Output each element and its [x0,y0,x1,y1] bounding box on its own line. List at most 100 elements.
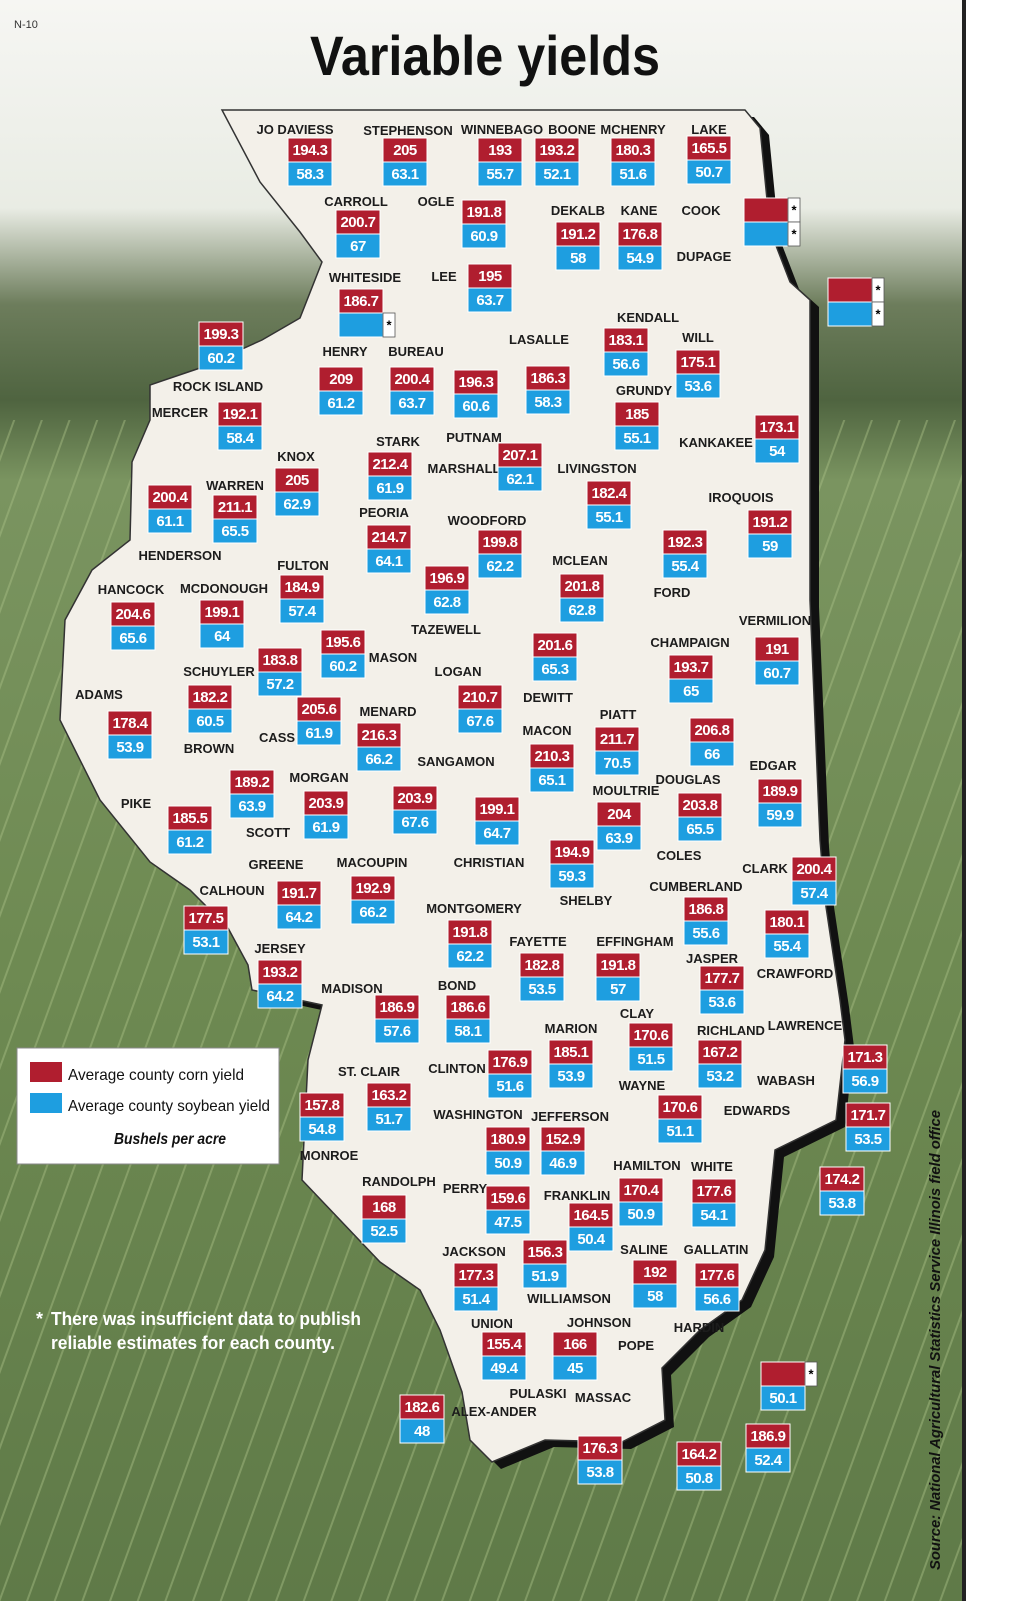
soybean-cell [691,1202,737,1228]
soybean-value: 51.4 [462,1291,490,1308]
corn-cell [447,919,493,945]
county-name: LOGAN [435,664,482,679]
soybean-cell [257,671,303,697]
corn-value: 177.5 [188,910,223,927]
county-name: WABASH [757,1073,815,1088]
corn-value: 177.6 [696,1183,731,1200]
soybean-cell [760,1385,806,1411]
soybean-cell [399,1418,445,1444]
corn-value: 174.2 [824,1171,859,1188]
county-name: KENDALL [617,310,679,325]
corn-cell [487,1049,533,1075]
soybean-value: 60.2 [207,350,234,367]
soybean-cell [595,976,641,1002]
soybean-value: 50.9 [627,1206,654,1223]
county-name: GREENE [249,857,304,872]
soybean-value: 56.9 [851,1073,878,1090]
soybean-cell [477,161,523,187]
corn-cell [760,1361,806,1387]
county-name: JEFFERSON [531,1109,609,1124]
corn-value: 205 [393,142,417,159]
soybean-value: 53.8 [586,1464,613,1481]
county-name: ST. CLAIR [338,1064,401,1079]
county-name: GALLATIN [684,1242,749,1257]
soybean-cell [167,829,213,855]
soybean-cell [603,351,649,377]
soybean-cell [299,1116,345,1142]
corn-cell [532,632,578,658]
county-name: MASON [369,650,417,665]
county-name: MASSAC [575,1390,632,1405]
soybean-cell [754,660,800,686]
soybean-value: 57.4 [800,885,828,902]
soybean-cell [279,598,325,624]
soybean-value: 64.2 [266,988,293,1005]
county-name: HANCOCK [98,582,165,597]
corn-value: 175.1 [680,354,715,371]
soybean-cell [107,734,153,760]
county-name: MACOUPIN [337,855,408,870]
corn-cell [586,480,632,506]
soybean-cell [577,1459,623,1485]
corn-value: 186.9 [750,1428,785,1445]
corn-cell [199,599,245,625]
soybean-cell [356,746,402,772]
corn-value: 185.5 [172,810,207,827]
corn-cell [107,710,153,736]
corn-value: 176.3 [582,1440,617,1457]
soybean-cell [540,1150,586,1176]
soybean-cell [276,904,322,930]
county-name: CRAWFORD [757,966,834,981]
soybean-value: 61.2 [176,834,203,851]
county-name: SALINE [620,1242,668,1257]
corn-value: 182.8 [524,957,559,974]
soybean-cell [668,678,714,704]
soybean-cell [618,1201,664,1227]
corn-value: 171.3 [847,1049,882,1066]
corn-value: 210.3 [534,748,569,765]
soybean-value: 55.4 [671,558,699,575]
corn-value: 191.8 [600,957,635,974]
soybean-value: 58.1 [454,1023,481,1040]
soybean-value: 61.2 [327,395,354,412]
corn-cell [457,684,503,710]
corn-value: 186.6 [450,999,485,1016]
corn-cell [628,1022,674,1048]
corn-value: 204.6 [115,606,150,623]
corn-value: 200.7 [340,214,375,231]
corn-cell [399,1394,445,1420]
soybean-cell [487,1073,533,1099]
soybean-value: 65.5 [221,523,248,540]
county-name: FAYETTE [509,934,567,949]
corn-value: 206.8 [694,722,729,739]
corn-value: 164.5 [573,1207,608,1224]
soybean-value: 55.6 [692,925,719,942]
county-name: WINNEBAGO [461,122,543,137]
corn-cell [791,856,837,882]
soybean-value: 61.9 [376,480,403,497]
soybean-cell [519,976,565,1002]
corn-value: 199.1 [204,604,239,621]
corn-value: 177.6 [699,1267,734,1284]
corn-cell [529,743,575,769]
county-name: MORGAN [289,770,348,785]
soybean-value: 51.6 [619,166,646,183]
corn-value: 185.1 [553,1044,588,1061]
county-name: PEORIA [359,505,409,520]
soybean-cell [374,1018,420,1044]
asterisk-cell [787,221,801,247]
soybean-cell [747,533,793,559]
corn-value: 205.6 [301,701,336,718]
corn-cell [519,952,565,978]
soybean-cell [596,825,642,851]
county-name: SCOTT [246,825,290,840]
soybean-value: 62.8 [433,594,460,611]
county-name: CARROLL [324,194,388,209]
county-name: JOHNSON [567,1315,631,1330]
corn-cell [229,769,275,795]
corn-value: 210.7 [462,689,497,706]
soybean-value: 62.2 [456,948,483,965]
corn-cell [632,1259,678,1285]
county-name: CHAMPAIGN [650,635,729,650]
county-name: LAWRENCE [768,1018,843,1033]
